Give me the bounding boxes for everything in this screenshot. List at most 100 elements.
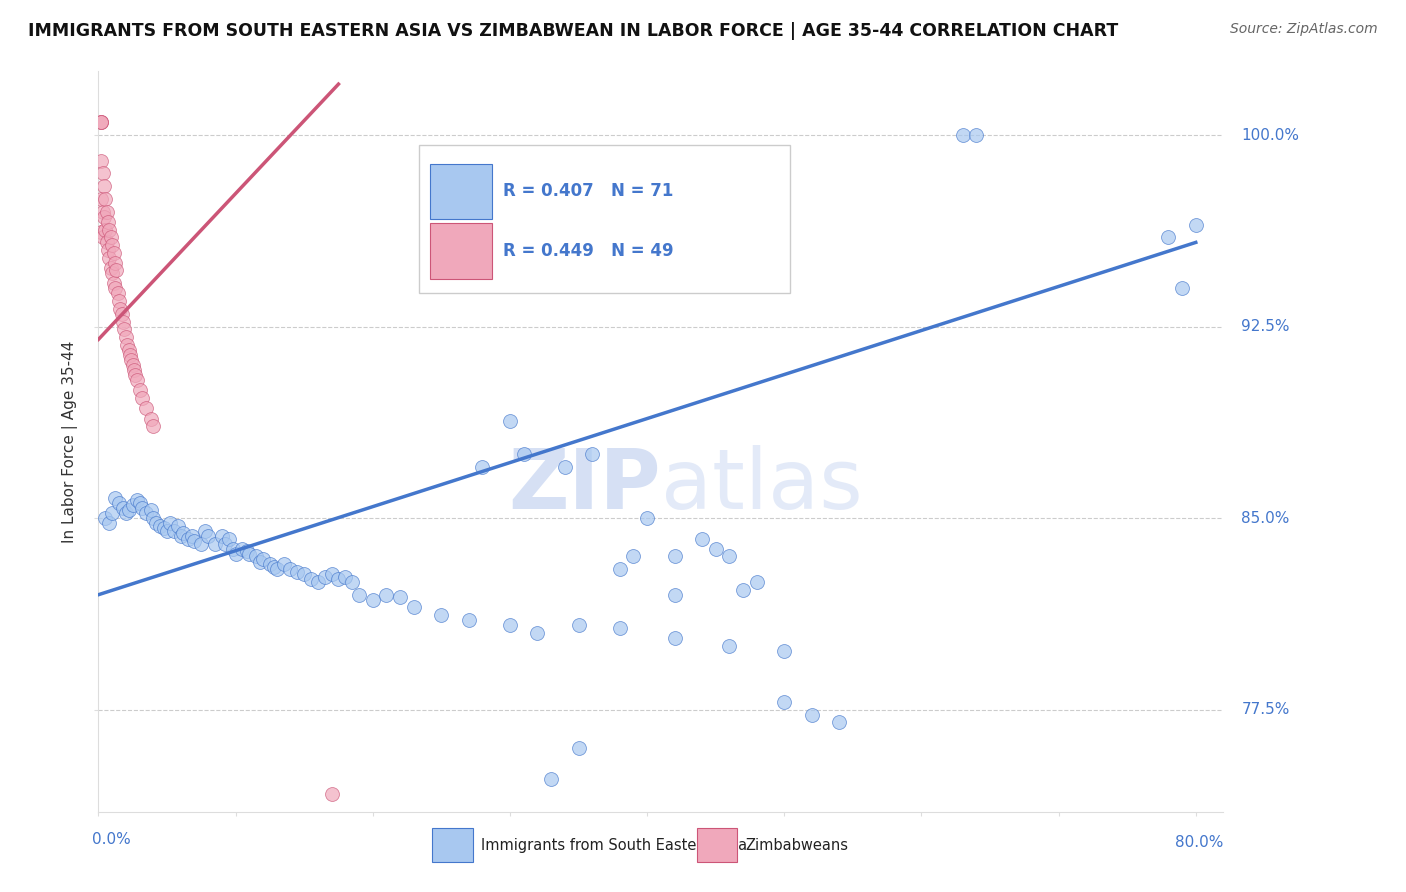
Point xyxy=(222,541,245,556)
Point xyxy=(245,549,267,564)
Point xyxy=(90,115,112,129)
Point xyxy=(457,613,479,627)
Point xyxy=(128,384,150,398)
Point xyxy=(149,518,172,533)
FancyBboxPatch shape xyxy=(430,164,492,219)
Point xyxy=(307,574,329,589)
Point xyxy=(90,153,112,168)
Point xyxy=(90,115,112,129)
Point xyxy=(170,529,193,543)
Point xyxy=(105,263,128,277)
Point xyxy=(773,644,796,658)
Point xyxy=(328,573,350,587)
Point xyxy=(120,352,142,367)
FancyBboxPatch shape xyxy=(419,145,790,293)
Point xyxy=(145,516,167,531)
Point xyxy=(117,343,139,357)
FancyBboxPatch shape xyxy=(433,828,472,862)
Point xyxy=(636,511,658,525)
Point xyxy=(347,588,370,602)
Point xyxy=(125,373,148,387)
Point xyxy=(115,330,138,344)
Point xyxy=(375,588,398,602)
Point xyxy=(125,493,148,508)
Y-axis label: In Labor Force | Age 35-44: In Labor Force | Age 35-44 xyxy=(62,341,79,542)
Point xyxy=(128,496,150,510)
Point xyxy=(97,215,120,229)
Text: atlas: atlas xyxy=(661,445,862,526)
Point xyxy=(93,210,115,224)
Point xyxy=(952,128,974,143)
Point xyxy=(197,529,219,543)
Point xyxy=(1171,281,1194,295)
Point xyxy=(139,411,162,425)
Point xyxy=(211,529,233,543)
Point xyxy=(225,547,247,561)
Point xyxy=(800,707,823,722)
Point xyxy=(98,516,121,531)
Point xyxy=(402,600,425,615)
Point xyxy=(91,166,114,180)
Text: IMMIGRANTS FROM SOUTH EASTERN ASIA VS ZIMBABWEAN IN LABOR FORCE | AGE 35-44 CORR: IMMIGRANTS FROM SOUTH EASTERN ASIA VS ZI… xyxy=(28,22,1118,40)
Point xyxy=(292,567,315,582)
Text: Immigrants from South Eastern Asia: Immigrants from South Eastern Asia xyxy=(481,838,747,853)
Point xyxy=(194,524,217,538)
Point xyxy=(142,419,165,434)
Point xyxy=(389,591,412,605)
Point xyxy=(104,256,127,270)
Point xyxy=(107,286,129,301)
Point xyxy=(266,562,288,576)
Point xyxy=(101,238,124,252)
Point xyxy=(104,491,127,505)
Point xyxy=(104,281,127,295)
Point xyxy=(512,447,534,461)
Point xyxy=(567,740,589,755)
Text: 100.0%: 100.0% xyxy=(1241,128,1299,143)
Point xyxy=(101,266,124,280)
Point xyxy=(340,574,363,589)
Point xyxy=(664,549,686,564)
Point xyxy=(567,618,589,632)
Point xyxy=(361,592,384,607)
Point xyxy=(314,570,336,584)
Point xyxy=(218,532,240,546)
Point xyxy=(176,532,198,546)
Point xyxy=(91,230,114,244)
Point xyxy=(94,511,117,525)
Point xyxy=(704,541,727,556)
Point xyxy=(90,115,112,129)
Point xyxy=(259,557,281,571)
Point xyxy=(100,260,122,275)
Text: ZIP: ZIP xyxy=(509,445,661,526)
Point xyxy=(122,363,145,377)
Point xyxy=(773,695,796,709)
FancyBboxPatch shape xyxy=(430,223,492,278)
Point xyxy=(131,391,153,405)
Point xyxy=(554,460,576,475)
Point xyxy=(526,626,548,640)
Point xyxy=(103,277,125,291)
Point xyxy=(335,570,357,584)
Point xyxy=(100,230,122,244)
Point xyxy=(1184,218,1206,232)
Point xyxy=(190,536,212,550)
Point xyxy=(204,536,226,550)
Point xyxy=(430,608,453,623)
Point xyxy=(718,549,741,564)
Point xyxy=(112,500,135,515)
Point xyxy=(121,358,143,372)
Point xyxy=(1157,230,1180,244)
Point xyxy=(499,414,522,428)
Point xyxy=(90,225,112,239)
Point xyxy=(733,582,755,597)
Point xyxy=(321,567,343,582)
Point xyxy=(167,518,190,533)
Point xyxy=(93,179,115,194)
Point xyxy=(135,506,157,520)
Point xyxy=(159,516,181,531)
Point xyxy=(609,562,631,576)
Point xyxy=(471,460,494,475)
Text: 0.0%: 0.0% xyxy=(91,832,131,847)
Point xyxy=(108,496,131,510)
Point xyxy=(121,499,143,513)
